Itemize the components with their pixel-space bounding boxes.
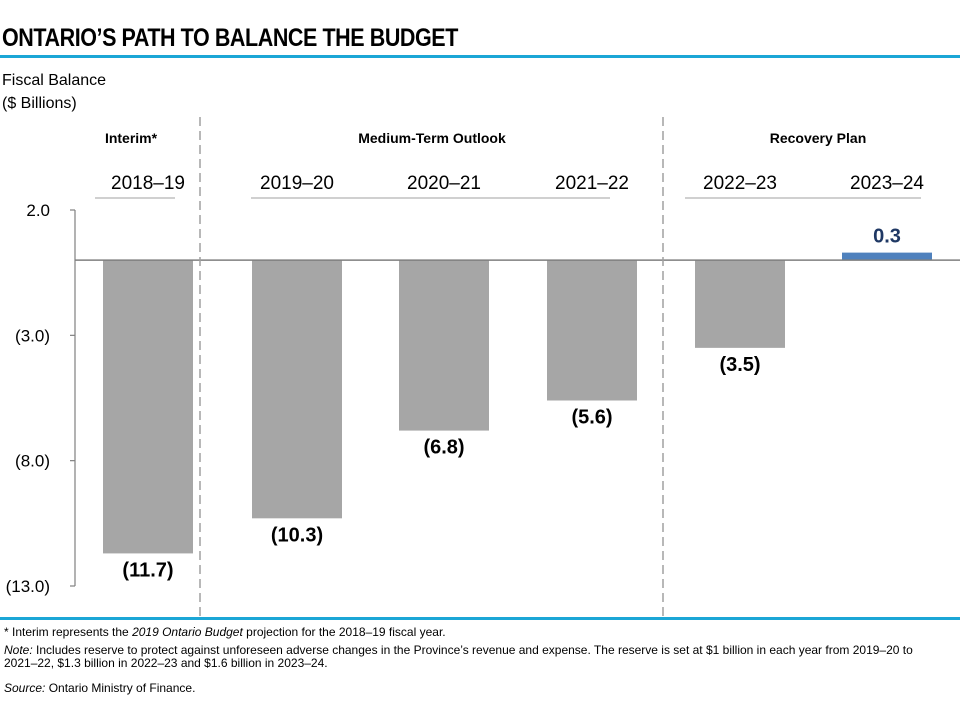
footnote-note: Note: Includes reserve to protect agains… (4, 644, 924, 670)
data-label: (5.6) (571, 407, 612, 429)
y-axis-label-line1: Fiscal Balance (2, 72, 107, 89)
x-category-label: 2021–22 (555, 173, 629, 194)
bar-chart: 2.0 (3.0) (8.0) (13.0) (11.7) (10.3) (6.8) (5.6… (6, 117, 960, 617)
bar-2018–19 (103, 260, 193, 554)
footer-rule (0, 617, 960, 620)
footnote-source: Source: Ontario Ministry of Finance. (4, 682, 195, 695)
data-label: 0.3 (873, 226, 901, 248)
note-text: Includes reserve to protect against unfo… (4, 643, 913, 670)
source-label: Source: (4, 681, 46, 695)
title-rule (0, 55, 960, 58)
footnote-interim-suffix: projection for the 2018–19 fiscal year. (242, 625, 446, 639)
bar-2019–20 (252, 260, 342, 519)
x-category-label: 2022–23 (703, 173, 777, 194)
chart-title: ONTARIO’S PATH TO BALANCE THE BUDGET (2, 24, 458, 52)
bar-2021–22 (547, 260, 637, 401)
bar-2022–23 (695, 260, 785, 348)
x-category-label: 2019–20 (260, 173, 334, 194)
data-label: (10.3) (271, 524, 323, 546)
y-tick-label: (3.0) (15, 326, 50, 345)
x-category-label: 2018–19 (111, 173, 185, 194)
y-tick-label: (13.0) (6, 577, 50, 596)
group-label: Recovery Plan (770, 130, 867, 146)
footnote-interim: * Interim represents the 2019 Ontario Bu… (4, 626, 446, 639)
y-tick-label: (8.0) (15, 452, 50, 471)
group-label: Medium-Term Outlook (358, 130, 506, 146)
y-axis-label-line2: ($ Billions) (2, 95, 77, 112)
data-label: (6.8) (423, 437, 464, 459)
footnote-interim-prefix: * Interim represents the (4, 625, 133, 639)
data-label: (11.7) (122, 559, 173, 581)
group-label: Interim* (105, 130, 158, 146)
bar-2023–24 (842, 252, 932, 261)
footnote-interim-italic: 2019 Ontario Budget (132, 625, 243, 639)
bar-2020–21 (399, 260, 489, 431)
x-category-label: 2023–24 (850, 173, 924, 194)
note-label: Note: (4, 643, 33, 657)
y-tick-label: 2.0 (26, 201, 50, 220)
source-text: Ontario Ministry of Finance. (45, 681, 196, 695)
data-label: (3.5) (719, 354, 760, 376)
x-category-label: 2020–21 (407, 173, 481, 194)
